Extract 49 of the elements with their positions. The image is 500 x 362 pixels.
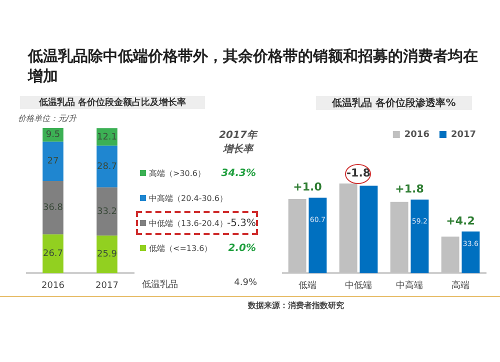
legend-label: 2017 <box>450 130 476 140</box>
bar <box>390 202 408 274</box>
data-label: 25.9 <box>96 250 118 260</box>
legend-label: 高端（>30.6） <box>149 168 206 178</box>
data-label: 36.8 <box>42 203 64 214</box>
bar <box>96 146 118 188</box>
x-tick-label: 中低端 <box>345 280 372 291</box>
x-tick-label: 低端 <box>298 280 316 291</box>
bar <box>462 231 480 274</box>
legend-label: 2016 <box>404 130 430 140</box>
data-label: 33.2 <box>96 206 118 217</box>
data-label: 27 <box>47 156 59 167</box>
bar <box>441 236 460 274</box>
data-label: 9.5 <box>46 130 60 140</box>
text: 34.3% <box>221 168 256 178</box>
bar <box>42 181 64 234</box>
chart-subtitle: 低温乳品 各价位段金额占比及增长率 <box>20 96 205 109</box>
text: 4.9% <box>234 278 257 290</box>
text: -5.3% <box>226 218 256 228</box>
data-label: 12.1 <box>96 132 118 142</box>
bar <box>42 142 64 181</box>
text: 低温乳品除中低端价格带外，其余价格带的销额和招募的消费者均在增加 <box>28 46 478 86</box>
annotation: +4.2 <box>446 214 475 228</box>
annotation: +1.8 <box>395 182 424 196</box>
data-label: 28.7 <box>96 162 118 172</box>
legend-label: 中高端（20.4-30.6） <box>149 192 228 204</box>
x-tick-label: 2017 <box>96 280 118 291</box>
bar <box>96 236 118 274</box>
bar <box>339 184 358 274</box>
bar <box>96 187 118 236</box>
legend-label: 中低端（13.6-20.4） <box>149 218 228 228</box>
x-tick-label: 中高端 <box>396 280 423 291</box>
text: 2.0% <box>228 242 256 254</box>
annotation: -1.8 <box>346 166 371 180</box>
bar <box>42 234 64 274</box>
bar <box>288 199 306 274</box>
legend-label: 低端（<=13.6） <box>149 242 212 254</box>
bar <box>308 198 327 274</box>
x-tick-label: 2016 <box>42 280 65 291</box>
chart-title: 低温乳品 各价位段渗透率% <box>316 96 472 110</box>
annotation: +1.0 <box>293 180 322 194</box>
bar <box>360 186 378 274</box>
source-note: 数据来源：消费者指数研究 <box>248 300 344 311</box>
text: 2017年增长率 <box>218 128 258 156</box>
text: 价格单位：元/升 <box>18 113 77 124</box>
x-tick-label: 高端 <box>452 280 470 291</box>
data-label: 26.7 <box>42 249 64 260</box>
text: 低温乳品 <box>142 278 178 291</box>
bar <box>410 200 429 274</box>
